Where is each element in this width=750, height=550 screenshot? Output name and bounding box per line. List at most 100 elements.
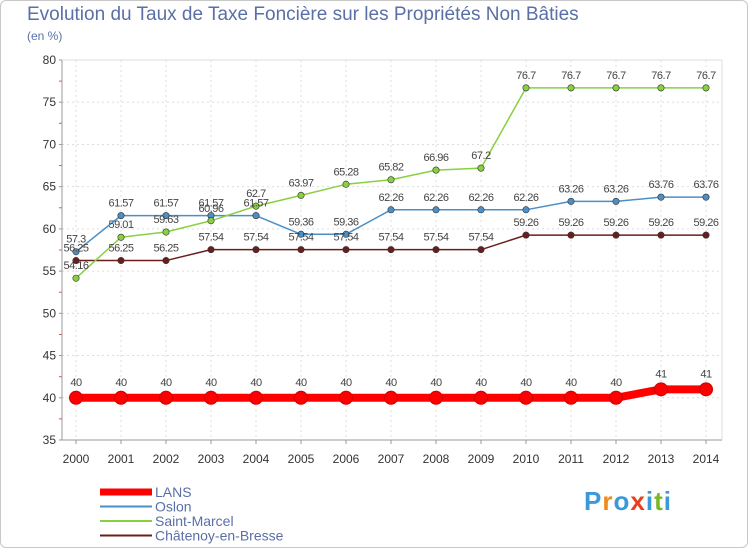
data-point <box>162 212 170 220</box>
data-label: 59.01 <box>108 219 133 231</box>
data-point <box>204 390 218 405</box>
data-point <box>609 390 623 405</box>
data-label: 56.25 <box>63 243 88 255</box>
data-point <box>519 390 533 405</box>
x-tick-label: 2003 <box>198 452 225 466</box>
data-label: 59.26 <box>648 217 673 229</box>
legend-label: LANS <box>155 484 192 500</box>
data-point <box>477 164 485 172</box>
data-label: 59.36 <box>288 216 313 228</box>
data-label: 40 <box>160 377 172 389</box>
data-label: 62.7 <box>246 188 266 200</box>
legend-label: Châtenoy-en-Bresse <box>155 528 284 544</box>
data-point <box>702 193 710 201</box>
proxiti-logo: Proxiti <box>584 486 672 517</box>
y-tick-labels: 35 40 45 50 55 60 65 70 75 80 <box>43 53 57 447</box>
data-point <box>162 228 170 236</box>
data-point <box>297 230 305 238</box>
data-label: 59.36 <box>333 216 358 228</box>
data-label: 63.76 <box>648 179 673 191</box>
data-labels: 56.25 56.25 56.25 57.54 57.54 57.54 57.54 57.54… <box>63 70 719 389</box>
series-points <box>69 84 713 405</box>
legend-label: Saint-Marcel <box>155 513 234 529</box>
y-tick-label: 80 <box>43 53 57 67</box>
data-point <box>72 274 80 282</box>
data-point <box>159 390 173 405</box>
data-point <box>387 206 395 214</box>
data-point <box>384 390 398 405</box>
data-label: 57.54 <box>288 232 313 244</box>
data-point <box>117 233 125 241</box>
logo-letter: i <box>663 486 672 516</box>
data-label: 61.57 <box>243 198 268 210</box>
data-point <box>72 257 80 265</box>
data-point <box>522 206 530 214</box>
data-point <box>564 390 578 405</box>
logo-letter: r <box>602 486 614 516</box>
data-point <box>432 246 440 254</box>
x-tick-label: 2002 <box>153 452 180 466</box>
data-label: 63.97 <box>288 177 313 189</box>
data-point <box>432 206 440 214</box>
x-tick-label: 2011 <box>558 452 584 466</box>
y-tick-label: 70 <box>43 137 57 151</box>
x-tick-label: 2008 <box>423 452 450 466</box>
data-point <box>207 246 215 254</box>
data-point <box>69 390 83 405</box>
data-point <box>432 166 440 174</box>
data-label: 76.7 <box>696 70 716 82</box>
y-tick-label: 75 <box>43 95 57 109</box>
data-label: 40 <box>70 377 82 389</box>
data-label: 40 <box>250 377 262 389</box>
data-point <box>657 193 665 201</box>
x-tick-label: 2014 <box>693 452 720 466</box>
logo-letter: P <box>584 486 603 516</box>
data-point <box>612 84 620 92</box>
data-label: 40 <box>565 377 577 389</box>
data-label: 62.26 <box>423 192 448 204</box>
data-point <box>249 390 263 405</box>
data-label: 61.57 <box>198 198 223 210</box>
data-point <box>702 84 710 92</box>
x-tick-label: 2012 <box>603 452 630 466</box>
data-label: 57.54 <box>198 232 223 244</box>
axes <box>59 59 723 444</box>
data-point <box>252 212 260 220</box>
x-tick-label: 2007 <box>378 452 405 466</box>
logo-letter: t <box>654 486 664 516</box>
x-tick-label: 2010 <box>513 452 540 466</box>
data-point <box>342 230 350 238</box>
data-label: 67.2 <box>471 150 491 162</box>
data-label: 41 <box>655 368 667 380</box>
data-label: 76.7 <box>561 70 581 82</box>
data-label: 65.28 <box>333 166 358 178</box>
data-point <box>114 390 128 405</box>
data-label: 62.26 <box>468 192 493 204</box>
data-point <box>117 257 125 265</box>
data-point <box>387 246 395 254</box>
data-label: 40 <box>115 377 127 389</box>
data-label: 56.25 <box>153 243 178 255</box>
data-point <box>72 248 80 256</box>
data-label: 59.26 <box>558 217 583 229</box>
data-point <box>522 84 530 92</box>
data-label: 54.16 <box>63 260 88 272</box>
data-label: 76.7 <box>606 70 626 82</box>
data-point <box>657 84 665 92</box>
data-label: 40 <box>430 377 442 389</box>
data-label: 57.54 <box>378 232 403 244</box>
data-point <box>252 202 260 210</box>
chart-title: Evolution du Taux de Taxe Foncière sur l… <box>27 4 579 25</box>
data-point <box>387 176 395 184</box>
data-point <box>252 246 260 254</box>
y-tick-label: 65 <box>43 180 57 194</box>
data-point <box>429 390 443 405</box>
y-tick-label: 40 <box>43 391 57 405</box>
data-label: 57.54 <box>333 232 358 244</box>
logo-letter: o <box>613 486 631 516</box>
x-tick-label: 2001 <box>108 452 135 466</box>
x-tick-label: 2013 <box>648 452 675 466</box>
data-label: 61.57 <box>108 198 133 210</box>
data-point <box>567 197 575 205</box>
